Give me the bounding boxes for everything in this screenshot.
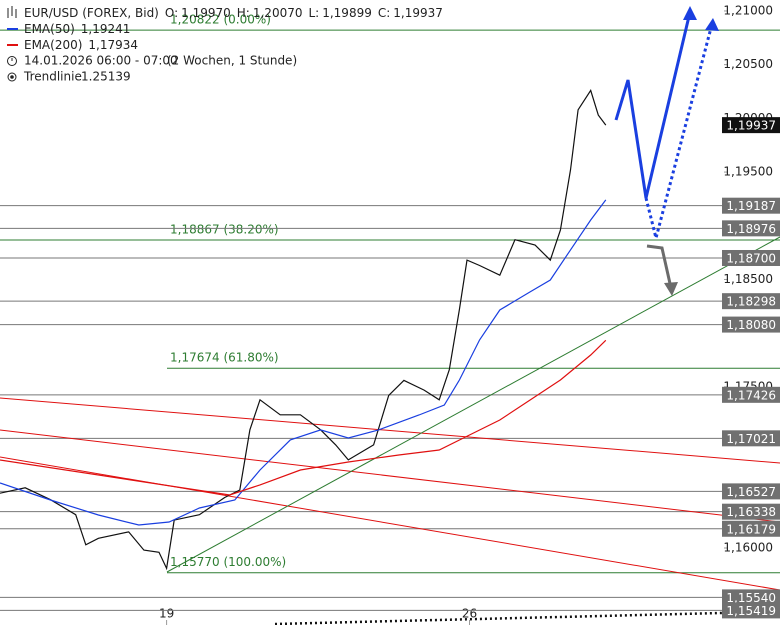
legend: EUR/USD (FOREX, Bid) O: 1,19970 H: 1,20070 L:…	[7, 6, 443, 84]
y-tick-label: 1,16000	[723, 540, 773, 554]
period: (2 Wochen, 1 Stunde)	[167, 54, 297, 68]
dotted-line	[274, 611, 723, 625]
level-label-box	[722, 602, 780, 619]
background-layer: 1,210001,205001,200001,195001,185001,175…	[0, 3, 780, 625]
ohlc-value: 1,20070	[253, 6, 303, 20]
fib-label: 1,18867 (38.20%)	[170, 223, 279, 237]
series-layer	[0, 88, 607, 571]
legend-name: EMA(200)	[24, 38, 82, 52]
fib-label: 1,17674 (61.80%)	[170, 351, 279, 365]
legend-value: 1,19241	[81, 22, 131, 36]
y-tick-label: 1,21000	[723, 3, 773, 17]
level-label-box	[722, 483, 780, 500]
legend-entry: EMA(200) 1,17934	[24, 38, 138, 52]
level-label-box	[722, 520, 780, 537]
level-label-box	[722, 430, 780, 447]
last-price-text: 1,19937	[726, 119, 776, 133]
label-layer: EMA(50) 1,19241 EMA(200) 1,17934 1,19187 1,18…	[24, 22, 780, 619]
ohlc-name: H:	[237, 6, 250, 20]
legend-entry: EMA(50) 1,19241	[24, 22, 130, 36]
level-label-text: 1,16179	[726, 522, 776, 536]
level-label-text: 1,18976	[726, 222, 776, 236]
ohlc-name: C:	[378, 6, 390, 20]
date: 14.01.2026 06:00 - 07:00	[24, 54, 178, 68]
header-line: EUR/USD (FOREX, Bid) O: 1,19970 H: 1,20070 L:…	[24, 6, 443, 20]
level-label-text: 1,16527	[726, 485, 776, 499]
level-label-text: 1,17426	[726, 388, 776, 402]
y-tick-label: 1,19500	[723, 165, 773, 179]
series-line	[0, 88, 607, 571]
level-label-box	[722, 589, 780, 606]
clock-icon	[7, 56, 17, 66]
x-tick-label: 26	[462, 607, 477, 621]
level-label-text: 1,15540	[726, 591, 776, 605]
level-label-box	[722, 197, 780, 214]
legend-name: EMA(50)	[24, 22, 75, 36]
arrow-head	[664, 282, 678, 296]
gray-arrow	[646, 244, 673, 289]
green-trendline	[166, 236, 780, 573]
level-label-text: 1,18700	[726, 251, 776, 265]
level-label-box	[722, 316, 780, 333]
forecast-arrow	[614, 11, 692, 199]
level-label-box	[722, 220, 780, 237]
y-tick-label: 1,20500	[723, 57, 773, 71]
level-label-text: 1,18080	[726, 318, 776, 332]
level-label-box	[722, 503, 780, 520]
red-trendline	[0, 397, 780, 464]
symbol: EUR/USD (FOREX, Bid)	[24, 6, 159, 20]
fib-label: 1,15770 (100.00%)	[170, 555, 286, 569]
level-label-box	[722, 293, 780, 310]
arrow-head	[705, 18, 719, 31]
ohlc-name: L:	[308, 6, 319, 20]
trendline-value: 1.25139	[81, 70, 131, 84]
y-tick-label: 1,18500	[723, 272, 773, 286]
forecast-arrow-dotted	[644, 23, 714, 239]
level-label-text: 1,16338	[726, 505, 776, 519]
arrow-head	[683, 6, 697, 20]
level-label-box	[722, 386, 780, 403]
level-label-text: 1,15419	[726, 604, 776, 618]
series-line	[0, 199, 607, 526]
x-tick-label: 19	[159, 607, 174, 621]
red-trendline	[0, 456, 780, 591]
candle-icon	[7, 6, 17, 18]
fib-label: 1,20822 (0.00%)	[170, 13, 271, 27]
ohlc-value: 1,19970	[181, 6, 231, 20]
red-trendline	[0, 429, 780, 523]
ohlc-value: 1,19899	[322, 6, 372, 20]
level-label-box	[722, 249, 780, 266]
level-label-text: 1,19187	[726, 199, 776, 213]
level-label-text: 1,17021	[726, 432, 776, 446]
legend-value: 1,17934	[88, 38, 138, 52]
level-label-text: 1,18298	[726, 295, 776, 309]
last-price-box	[722, 117, 780, 134]
trend-icon	[7, 72, 17, 82]
ohlc-name: O:	[165, 6, 178, 20]
ohlc-value: 1,19937	[393, 6, 443, 20]
trendline-label: Trendlinie	[23, 70, 82, 84]
series-line	[0, 339, 607, 496]
trend-icon-dot	[10, 75, 14, 79]
